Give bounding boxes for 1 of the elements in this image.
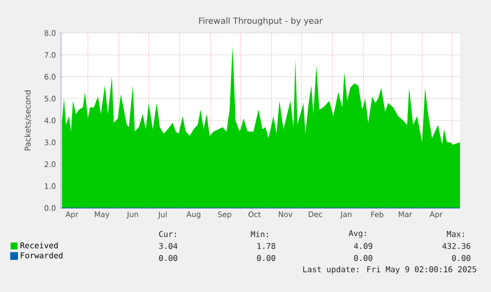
chart-title: Firewall Throughput - by year	[199, 17, 323, 26]
